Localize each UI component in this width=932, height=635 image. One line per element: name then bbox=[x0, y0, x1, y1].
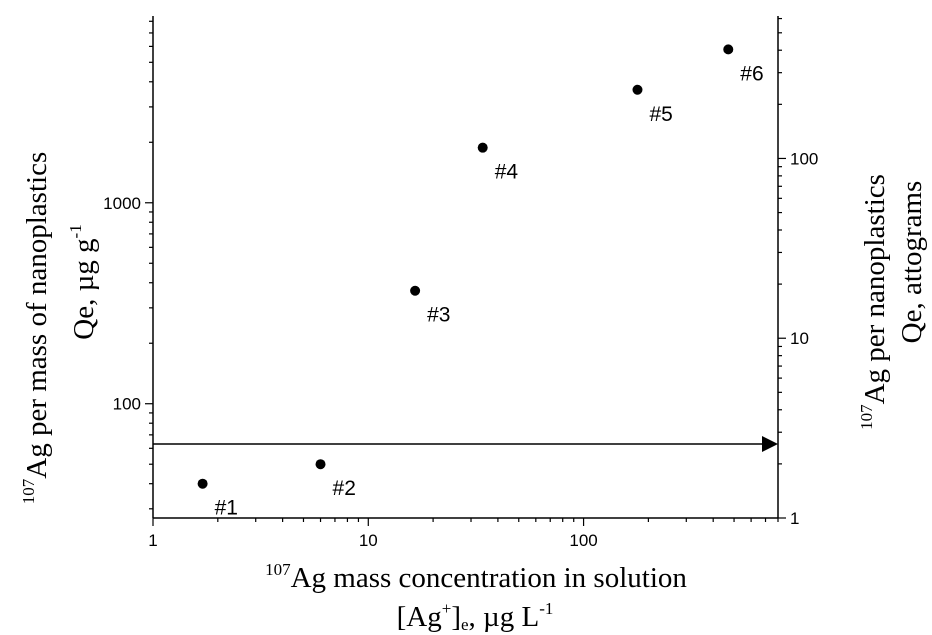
data-point bbox=[723, 44, 734, 55]
y2-tick-label: 100 bbox=[790, 149, 818, 168]
data-point bbox=[410, 285, 421, 296]
point-label: #5 bbox=[649, 103, 672, 126]
y2-tick-label: 10 bbox=[790, 329, 809, 348]
x-axis-title-line1: 107Ag mass concentration in solution bbox=[265, 560, 687, 594]
y2-axis-title-line1: 107Ag per nanoplastics bbox=[857, 174, 891, 430]
arrow-head bbox=[762, 436, 778, 453]
point-label: #4 bbox=[495, 161, 519, 184]
y-tick-label: 1000 bbox=[103, 194, 141, 213]
data-point bbox=[477, 142, 488, 153]
x-tick-label: 1 bbox=[148, 531, 157, 550]
data-point bbox=[315, 459, 326, 470]
x-axis-title-line2: [Ag+]e, µg L-1 bbox=[397, 599, 554, 634]
horizontal-arrow bbox=[153, 436, 778, 453]
data-point bbox=[197, 478, 208, 489]
y-axis-title-line1: 107Ag per mass of nanoplastics bbox=[19, 152, 53, 505]
y-tick-label: 100 bbox=[113, 395, 141, 414]
point-label: #1 bbox=[215, 497, 238, 520]
data-points: #1 #2 #3 #4 #5 #6 bbox=[197, 44, 764, 520]
point-label: #2 bbox=[333, 477, 356, 500]
y2-axis-title-line2: Qe, attograms bbox=[896, 181, 928, 344]
point-label: #3 bbox=[427, 304, 450, 327]
data-point bbox=[632, 84, 643, 95]
y2-tick-label: 1 bbox=[790, 509, 799, 528]
x-tick-label: 10 bbox=[359, 531, 378, 550]
y-axis-title-line2: Qe, µg g-1 bbox=[66, 224, 100, 339]
axes-frame bbox=[152, 16, 779, 519]
tick-marks: 1 10 100 100 1000 1 10 100 bbox=[103, 17, 818, 550]
point-label: #6 bbox=[740, 62, 763, 85]
x-tick-label: 100 bbox=[569, 531, 597, 550]
